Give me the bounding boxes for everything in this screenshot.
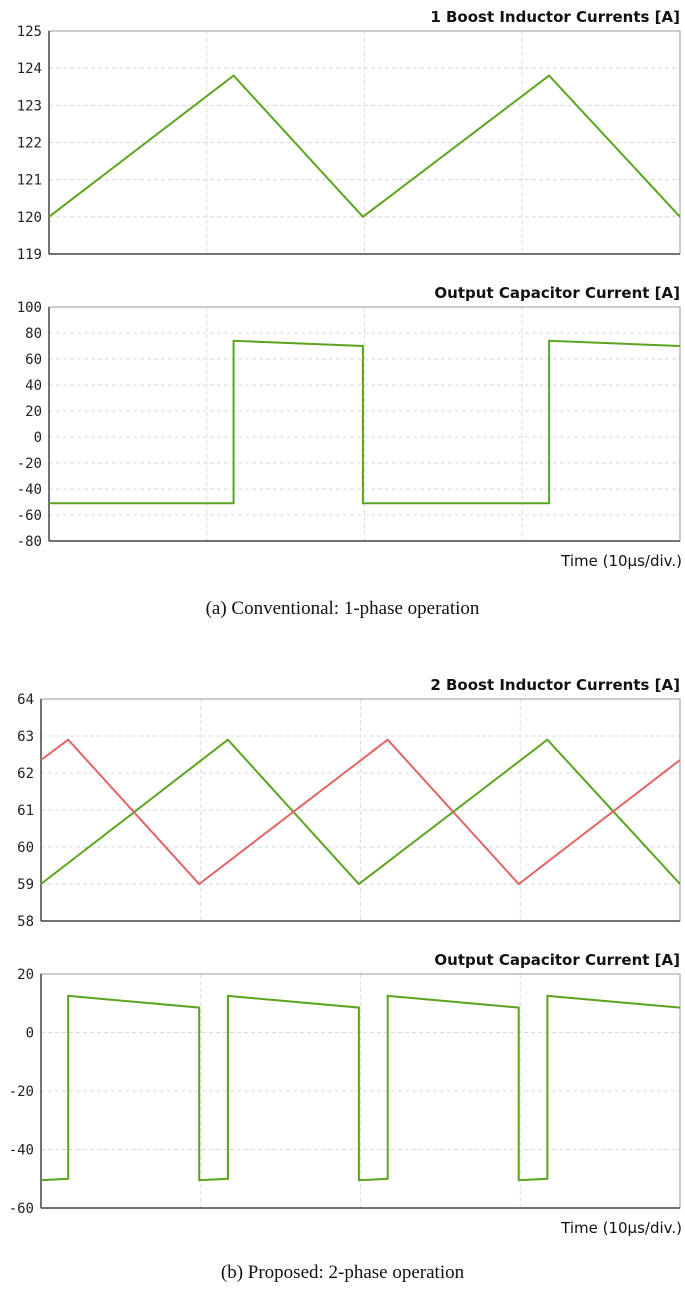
y-tick-label: 60 bbox=[17, 840, 34, 856]
y-tick-label: 0 bbox=[34, 430, 42, 446]
y-tick-label: 124 bbox=[17, 61, 42, 77]
y-tick-label: 61 bbox=[17, 803, 34, 819]
series-line bbox=[40, 738, 681, 886]
chart-title: Output Capacitor Current [A] bbox=[434, 951, 680, 969]
chart-title: 1 Boost Inductor Currents [A] bbox=[430, 8, 680, 26]
y-tick-label: 80 bbox=[25, 326, 42, 342]
caption-b: (b) Proposed: 2-phase operation bbox=[220, 1262, 465, 1283]
y-tick-label: 123 bbox=[17, 98, 42, 114]
series-line bbox=[40, 994, 681, 1182]
y-tick-label: 60 bbox=[25, 352, 42, 368]
y-tick-label: 120 bbox=[17, 210, 42, 226]
chart-4: 20 0 -20 -40 -60 Output Capacitor Current [A]… bbox=[9, 951, 682, 1237]
y-tick-label: 63 bbox=[17, 729, 34, 745]
series-line bbox=[48, 74, 681, 219]
chart-1: 125 124 123 122 121 120 119 1 Boost Inductor Cu… bbox=[17, 8, 681, 263]
chart-title: Output Capacitor Current [A] bbox=[434, 284, 680, 302]
y-tick-label: 100 bbox=[17, 300, 42, 316]
y-tick-label: 119 bbox=[17, 247, 42, 263]
y-tick-label: 0 bbox=[26, 1026, 34, 1042]
y-tick-label: 40 bbox=[25, 378, 42, 394]
y-tick-label: -20 bbox=[17, 456, 42, 472]
y-tick-label: 58 bbox=[17, 914, 34, 930]
y-tick-label: -40 bbox=[9, 1143, 34, 1159]
y-tick-label: 62 bbox=[17, 766, 34, 782]
y-tick-label: -20 bbox=[9, 1084, 34, 1100]
y-tick-label: 20 bbox=[25, 404, 42, 420]
x-axis-label: Time (10µs/div.) bbox=[560, 1219, 682, 1237]
chart-3: 64 63 62 61 60 59 58 2 Boost Inductor Currents … bbox=[17, 676, 681, 930]
y-tick-label: 20 bbox=[17, 967, 34, 983]
y-tick-label: -40 bbox=[17, 482, 42, 498]
series-line bbox=[49, 339, 681, 505]
y-tick-label: -60 bbox=[17, 508, 42, 524]
y-tick-label: 59 bbox=[17, 877, 34, 893]
series-line bbox=[40, 738, 681, 886]
chart-2: 100 80 60 40 20 0 -20 -40 -60 -80 Output Capacitor… bbox=[17, 284, 682, 570]
chart-title: 2 Boost Inductor Currents [A] bbox=[430, 676, 680, 694]
y-tick-label: -80 bbox=[17, 534, 42, 550]
caption-a: (a) Conventional: 1-phase operation bbox=[205, 598, 480, 619]
x-axis-label: Time (10µs/div.) bbox=[560, 552, 682, 570]
y-tick-label: 64 bbox=[17, 692, 34, 708]
y-tick-label: 122 bbox=[17, 136, 42, 152]
y-tick-label: -60 bbox=[9, 1201, 34, 1217]
y-tick-label: 121 bbox=[17, 173, 42, 189]
y-tick-label: 125 bbox=[17, 24, 42, 40]
